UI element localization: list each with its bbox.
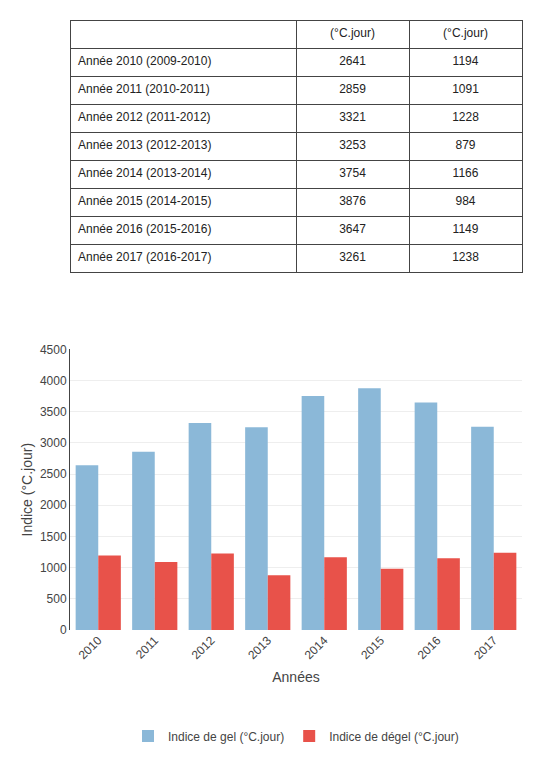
svg-text:(°C.jour): (°C.jour) [330,26,375,40]
svg-text:4000: 4000 [40,374,67,388]
svg-text:1000: 1000 [40,561,67,575]
svg-text:1500: 1500 [40,530,67,544]
svg-text:3647: 3647 [339,222,366,236]
svg-text:2641: 2641 [339,54,366,68]
svg-text:3500: 3500 [40,405,67,419]
svg-text:Année 2013 (2012-2013): Année 2013 (2012-2013) [78,138,211,152]
svg-text:2011: 2011 [133,633,161,661]
svg-text:2015: 2015 [358,633,387,662]
svg-text:500: 500 [47,592,67,606]
svg-text:Année 2015 (2014-2015): Année 2015 (2014-2015) [78,194,211,208]
svg-text:Année 2017 (2016-2017): Année 2017 (2016-2017) [78,250,211,264]
svg-text:0: 0 [60,623,67,637]
svg-text:Année 2016 (2015-2016): Année 2016 (2015-2016) [78,222,211,236]
svg-text:Année 2010 (2009-2010): Année 2010 (2009-2010) [78,54,211,68]
svg-text:2017: 2017 [471,633,500,662]
svg-text:1228: 1228 [452,110,479,124]
svg-text:1149: 1149 [453,222,479,236]
svg-text:3253: 3253 [339,138,366,152]
svg-text:Année 2012 (2011-2012): Année 2012 (2011-2012) [78,110,211,124]
svg-text:2859: 2859 [339,82,366,96]
svg-text:2013: 2013 [245,633,274,662]
svg-text:3876: 3876 [339,194,366,208]
svg-text:984: 984 [455,194,475,208]
svg-text:Indice de dégel (°C.jour): Indice de dégel (°C.jour) [329,730,459,744]
svg-text:Années: Années [272,669,319,685]
svg-text:3754: 3754 [339,166,366,180]
svg-text:Indice (°C.jour): Indice (°C.jour) [19,443,35,537]
svg-text:2012: 2012 [189,633,218,662]
svg-text:2500: 2500 [40,467,67,481]
svg-text:3321: 3321 [339,110,366,124]
svg-text:2016: 2016 [415,633,444,662]
svg-text:1194: 1194 [453,54,479,68]
svg-text:2010: 2010 [76,633,105,662]
svg-text:Année 2014 (2013-2014): Année 2014 (2013-2014) [78,166,211,180]
svg-text:4500: 4500 [40,343,67,357]
svg-text:Année 2011 (2010-2011): Année 2011 (2010-2011) [78,82,210,96]
svg-text:1091: 1091 [452,82,479,96]
svg-text:879: 879 [455,138,475,152]
svg-text:(°C.jour): (°C.jour) [443,26,488,40]
svg-text:2014: 2014 [302,633,331,662]
svg-text:3261: 3261 [339,250,366,264]
svg-text:Indice de gel (°C.jour): Indice de gel (°C.jour) [168,730,284,744]
svg-text:1166: 1166 [453,166,479,180]
svg-text:1238: 1238 [452,250,479,264]
svg-text:3000: 3000 [40,436,67,450]
svg-text:2000: 2000 [40,498,67,512]
